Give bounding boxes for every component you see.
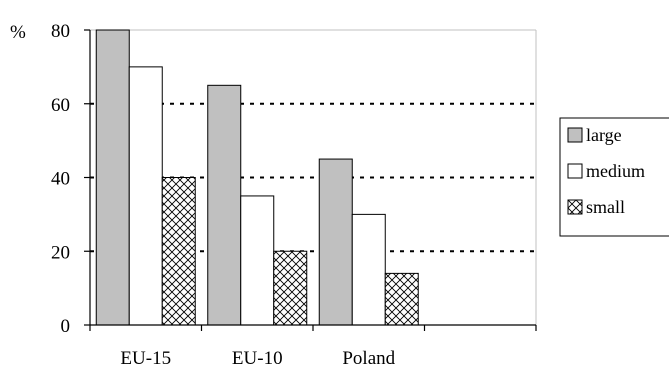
- legend-swatch-medium: [567, 163, 583, 179]
- bar-small-eu-10: [273, 250, 308, 326]
- legend-label-medium: medium: [586, 161, 645, 181]
- category-label: Poland: [342, 348, 395, 369]
- category-labels: EU-15 EU-10 Poland: [120, 348, 395, 369]
- category-label: EU-10: [232, 348, 283, 369]
- y-tick-label: 0: [61, 316, 71, 337]
- bar-large-eu-10: [207, 84, 242, 326]
- bars: [95, 29, 419, 326]
- legend-label-large: large: [586, 125, 622, 145]
- y-unit-label: %: [10, 22, 26, 43]
- gridlines: [90, 29, 537, 325]
- axes: [84, 29, 537, 331]
- legend-swatch-large: [567, 127, 583, 143]
- bar-large-poland: [318, 158, 353, 326]
- y-tick-label: 60: [51, 95, 70, 116]
- bar-medium-eu-15: [128, 66, 163, 326]
- category-label: EU-15: [120, 348, 171, 369]
- y-tick-label: 40: [51, 169, 70, 190]
- legend-label-small: small: [586, 197, 625, 217]
- bar-medium-poland: [351, 213, 386, 326]
- legend-swatch-small: [567, 199, 583, 215]
- bar-large-eu-15: [95, 29, 130, 326]
- bar-small-poland: [384, 272, 419, 326]
- legend: large medium small: [559, 117, 669, 237]
- y-tick-labels: 0 20 40 60 80: [51, 21, 70, 337]
- bar-medium-eu-10: [240, 195, 275, 326]
- bar-small-eu-15: [161, 177, 196, 326]
- y-tick-label: 20: [51, 242, 70, 263]
- y-tick-label: 80: [51, 21, 70, 42]
